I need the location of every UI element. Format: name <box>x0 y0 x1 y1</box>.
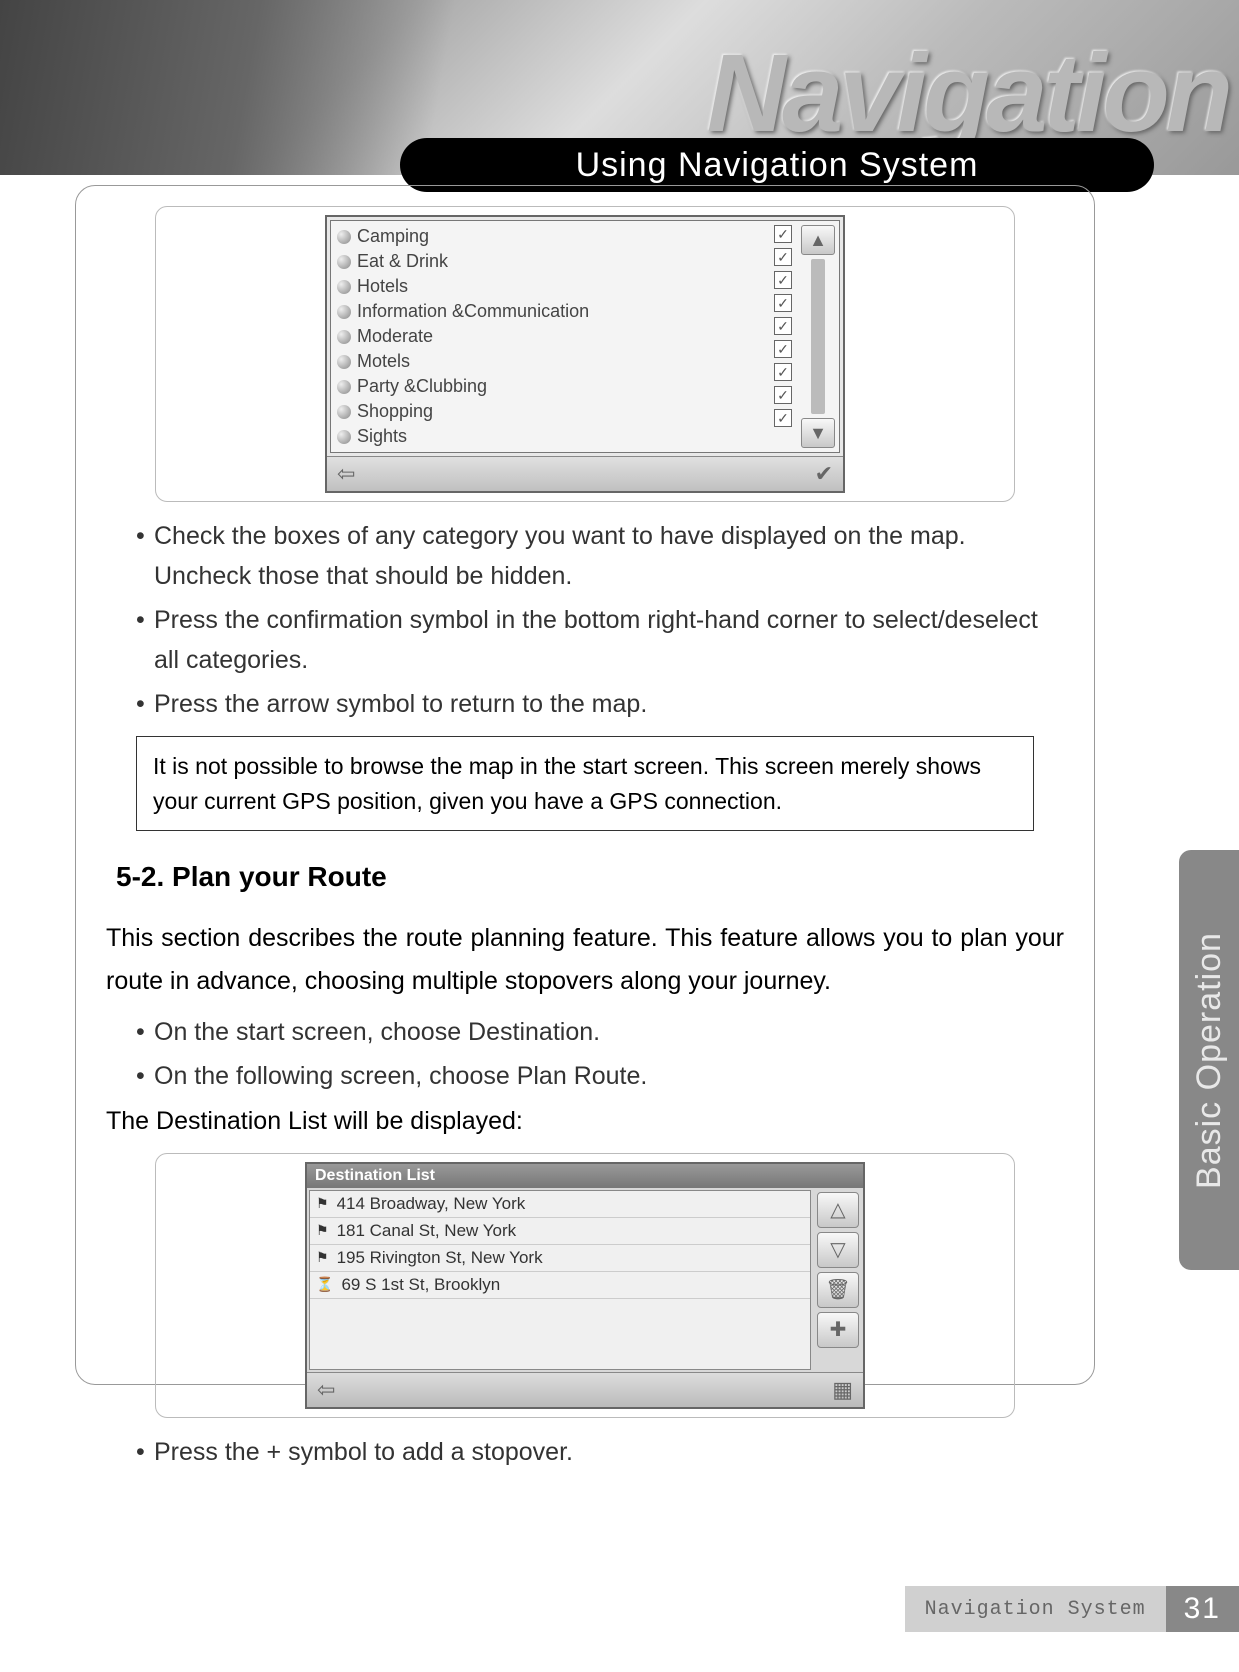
destination-titlebar: Destination List <box>307 1164 863 1188</box>
instructions-block-2: On the start screen, choose Destination.… <box>106 1012 1064 1096</box>
waypoint-icon: ⏳ <box>316 1276 333 1293</box>
poi-checkbox[interactable]: ✓ <box>774 317 792 335</box>
poi-checkbox[interactable]: ✓ <box>774 386 792 404</box>
poi-checkbox-column: ✓ ✓ ✓ ✓ ✓ ✓ ✓ ✓ ✓ <box>769 221 797 452</box>
poi-dot-icon <box>337 330 351 344</box>
instruction-bullet: On the following screen, choose Plan Rou… <box>136 1056 1064 1096</box>
scroll-down-button[interactable]: ▼ <box>801 418 835 448</box>
poi-dot-icon <box>337 255 351 269</box>
poi-label: Hotels <box>357 276 408 297</box>
page-number: 31 <box>1166 1586 1239 1632</box>
bullet-list: Check the boxes of any category you want… <box>106 516 1064 724</box>
poi-category-list: Camping Eat & Drink Hotels Information &… <box>331 221 769 452</box>
poi-label: Sights <box>357 426 407 447</box>
destination-list: ⚑ 414 Broadway, New York ⚑ 181 Canal St, N… <box>309 1190 811 1370</box>
poi-scrollbar: ▲ ▼ <box>797 221 839 452</box>
poi-row[interactable]: Sights <box>337 424 763 449</box>
poi-label: Party &Clubbing <box>357 376 487 397</box>
poi-row[interactable]: Shopping <box>337 399 763 424</box>
poi-dot-icon <box>337 380 351 394</box>
poi-dot-icon <box>337 430 351 444</box>
poi-checkbox[interactable]: ✓ <box>774 409 792 427</box>
poi-dot-icon <box>337 230 351 244</box>
note-text: It is not possible to browse the map in … <box>153 753 981 814</box>
add-stopover-button[interactable]: ✚ <box>817 1312 859 1348</box>
section-intro: This section describes the route plannin… <box>106 917 1064 1002</box>
poi-label: Motels <box>357 351 410 372</box>
poi-dot-icon <box>337 280 351 294</box>
flag-icon: ⚑ <box>316 1222 329 1239</box>
back-arrow-icon[interactable]: ⇦ <box>337 461 355 487</box>
move-up-button[interactable]: △ <box>817 1192 859 1228</box>
destination-address: 414 Broadway, New York <box>337 1194 526 1214</box>
instruction-bullet: Press the confirmation symbol in the bot… <box>136 600 1064 680</box>
move-down-button[interactable]: ▽ <box>817 1232 859 1268</box>
destination-screenshot-frame: Destination List ⚑ 414 Broadway, New York… <box>155 1153 1015 1418</box>
instructions-block-1: Check the boxes of any category you want… <box>106 516 1064 724</box>
poi-label: Camping <box>357 226 429 247</box>
poi-dot-icon <box>337 305 351 319</box>
page-footer: Navigation System 31 <box>905 1586 1239 1632</box>
destination-address: 69 S 1st St, Brooklyn <box>341 1275 500 1295</box>
poi-row[interactable]: Moderate <box>337 324 763 349</box>
poi-row[interactable]: Party &Clubbing <box>337 374 763 399</box>
poi-checkbox[interactable]: ✓ <box>774 363 792 381</box>
poi-body: Camping Eat & Drink Hotels Information &… <box>330 220 840 453</box>
side-tab: Basic Operation <box>1179 850 1239 1270</box>
side-tab-label: Basic Operation <box>1190 932 1229 1189</box>
poi-row[interactable]: Hotels <box>337 274 763 299</box>
poi-checkbox[interactable]: ✓ <box>774 271 792 289</box>
poi-footer-bar: ⇦ ✔ <box>327 456 843 491</box>
destination-address: 195 Rivington St, New York <box>337 1248 543 1268</box>
poi-checkbox[interactable]: ✓ <box>774 248 792 266</box>
confirm-check-icon[interactable]: ✔ <box>815 461 833 487</box>
poi-dot-icon <box>337 405 351 419</box>
back-arrow-icon[interactable]: ⇦ <box>317 1377 335 1403</box>
poi-label: Information &Communication <box>357 301 589 322</box>
flag-icon: ⚑ <box>316 1195 329 1212</box>
destination-address: 181 Canal St, New York <box>337 1221 517 1241</box>
poi-row[interactable]: Information &Communication <box>337 299 763 324</box>
destination-row[interactable]: ⚑ 195 Rivington St, New York <box>310 1245 810 1272</box>
poi-dot-icon <box>337 355 351 369</box>
section-heading: 5-2. Plan your Route <box>116 861 1064 893</box>
poi-row[interactable]: Eat & Drink <box>337 249 763 274</box>
destination-body: ⚑ 414 Broadway, New York ⚑ 181 Canal St, N… <box>307 1188 863 1372</box>
instructions-block-3: Press the + symbol to add a stopover. <box>106 1432 1064 1472</box>
poi-label: Moderate <box>357 326 433 347</box>
section-title-pill: Using Navigation System <box>400 138 1154 192</box>
poi-row[interactable]: Motels <box>337 349 763 374</box>
poi-checkbox[interactable]: ✓ <box>774 340 792 358</box>
scroll-up-button[interactable]: ▲ <box>801 225 835 255</box>
poi-label: Shopping <box>357 401 433 422</box>
instruction-bullet: Press the arrow symbol to return to the … <box>136 684 1064 724</box>
destination-row[interactable]: ⚑ 414 Broadway, New York <box>310 1191 810 1218</box>
destination-row[interactable]: ⚑ 181 Canal St, New York <box>310 1218 810 1245</box>
poi-window: Camping Eat & Drink Hotels Information &… <box>325 215 845 493</box>
bullet-list: On the start screen, choose Destination.… <box>106 1012 1064 1096</box>
after-bullets-text: The Destination List will be displayed: <box>106 1100 1064 1143</box>
destination-footer: ⇦ ▦ <box>307 1372 863 1407</box>
destination-window: Destination List ⚑ 414 Broadway, New York… <box>305 1162 865 1409</box>
poi-checkbox[interactable]: ✓ <box>774 225 792 243</box>
footer-label: Navigation System <box>905 1586 1166 1632</box>
flag-icon: ⚑ <box>316 1249 329 1266</box>
destination-side-buttons: △ ▽ 🗑 ✚ <box>815 1190 861 1370</box>
delete-button[interactable]: 🗑 <box>817 1272 859 1308</box>
route-icon[interactable]: ▦ <box>832 1377 853 1403</box>
scroll-track[interactable] <box>811 259 825 414</box>
instruction-bullet: Check the boxes of any category you want… <box>136 516 1064 596</box>
content-frame: Camping Eat & Drink Hotels Information &… <box>75 185 1095 1385</box>
poi-label: Eat & Drink <box>357 251 448 272</box>
bullet-list: Press the + symbol to add a stopover. <box>106 1432 1064 1472</box>
instruction-bullet: Press the + symbol to add a stopover. <box>136 1432 1064 1472</box>
poi-screenshot-frame: Camping Eat & Drink Hotels Information &… <box>155 206 1015 502</box>
destination-row[interactable]: ⏳ 69 S 1st St, Brooklyn <box>310 1272 810 1299</box>
instruction-bullet: On the start screen, choose Destination. <box>136 1012 1064 1052</box>
section-title-text: Using Navigation System <box>576 146 979 185</box>
note-box: It is not possible to browse the map in … <box>136 736 1034 831</box>
poi-row[interactable]: Camping <box>337 224 763 249</box>
poi-checkbox[interactable]: ✓ <box>774 294 792 312</box>
